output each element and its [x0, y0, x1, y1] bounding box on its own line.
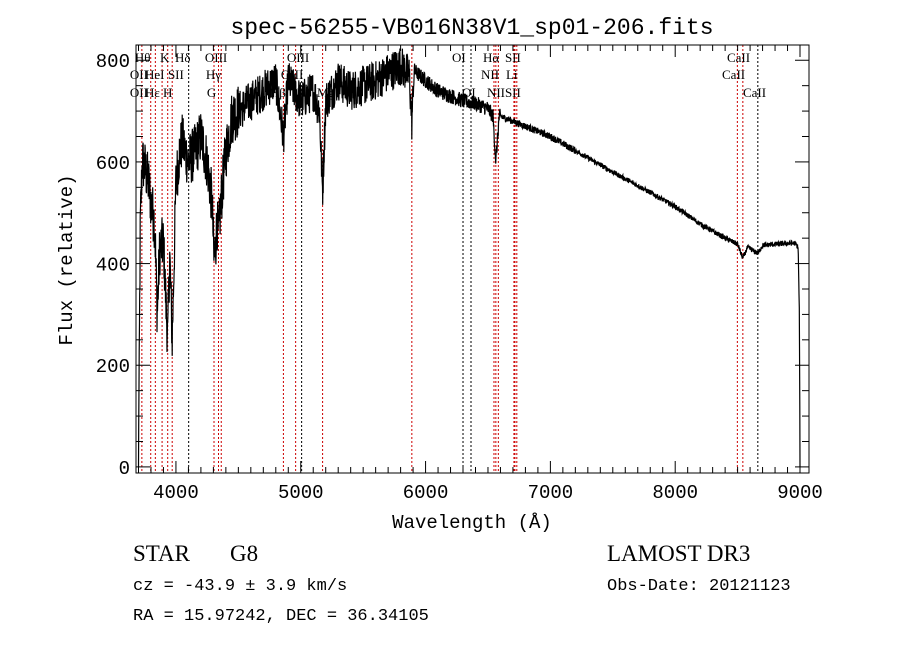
y-tick-label: 600: [96, 153, 130, 175]
line-label: H: [163, 85, 172, 100]
y-tick-label: 800: [96, 51, 130, 73]
survey-name: LAMOST DR3: [607, 541, 750, 566]
line-label: OI: [452, 50, 466, 65]
line-label: NII: [481, 67, 499, 82]
y-tick-label: 200: [96, 356, 130, 378]
x-tick-label: 7000: [528, 482, 574, 504]
spectral-line-markers: [141, 45, 759, 473]
line-label: Hδ: [175, 50, 191, 65]
x-tick-label: 9000: [777, 482, 823, 504]
line-label: OIII: [287, 50, 309, 65]
x-tick-label: 4000: [153, 482, 199, 504]
line-label: SII: [505, 85, 521, 100]
line-label: Hα: [483, 50, 499, 65]
line-label: OIII: [205, 50, 227, 65]
plot-frame: [135, 44, 810, 474]
spectrum-series: [137, 48, 801, 467]
line-label: Li: [506, 67, 518, 82]
line-label: Hθ: [135, 50, 151, 65]
x-tick-label: 6000: [403, 482, 449, 504]
line-label: Hε: [145, 85, 160, 100]
line-label: SII: [168, 67, 184, 82]
line-label: CaII: [743, 85, 766, 100]
line-label: K: [160, 50, 170, 65]
y-tick-label: 0: [119, 458, 130, 480]
object-subclass: G8: [230, 541, 258, 566]
line-label: Hγ: [206, 67, 221, 82]
line-label: HeI: [145, 67, 165, 82]
axes: 4000 5000 6000 7000 8000 9000 0 200 400 600 800: [96, 45, 823, 504]
coordinates: RA = 15.97242, DEC = 36.34105: [133, 607, 429, 626]
y-tick-label: 400: [96, 255, 130, 277]
line-label: OII: [130, 67, 148, 82]
spectrum-line: [137, 48, 801, 467]
redshift-info: cz = -43.9 ± 3.9 km/s: [133, 577, 347, 596]
line-label: SII: [505, 50, 521, 65]
line-label: CaII: [727, 50, 750, 65]
chart-title: spec-56255-VB016N38V1_sp01-206.fits: [230, 15, 713, 41]
y-axis-label: Flux (relative): [56, 174, 78, 345]
line-label: CaII: [722, 67, 745, 82]
object-class: STAR: [133, 541, 191, 566]
x-tick-label: 8000: [652, 482, 698, 504]
x-axis-label: Wavelength (Å): [392, 512, 552, 534]
line-label: OII: [130, 85, 148, 100]
line-label: NII: [487, 85, 505, 100]
x-tick-label: 5000: [278, 482, 324, 504]
line-label: G: [207, 85, 216, 100]
obs-date: Obs-Date: 20121123: [607, 577, 791, 596]
